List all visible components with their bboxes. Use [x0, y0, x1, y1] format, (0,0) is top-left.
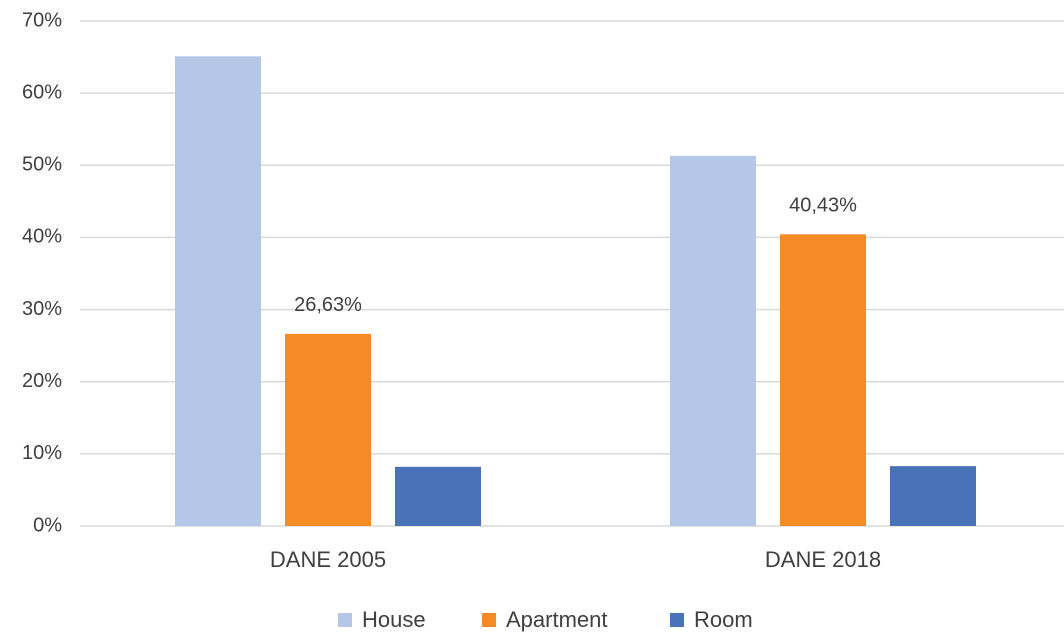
y-tick-label: 0%	[33, 514, 62, 536]
bar	[285, 333, 371, 526]
data-label: 26,63%	[294, 294, 362, 316]
y-tick-label: 50%	[22, 154, 62, 176]
y-tick-label: 10%	[22, 442, 62, 464]
legend-swatch	[670, 613, 684, 627]
data-label: 40,43%	[789, 195, 857, 217]
bar	[175, 56, 261, 526]
legend-label: House	[362, 607, 426, 632]
y-tick-label: 30%	[22, 298, 62, 320]
bar	[670, 155, 756, 526]
y-tick-label: 70%	[22, 9, 62, 31]
bar	[780, 234, 866, 527]
legend-label: Apartment	[506, 607, 608, 632]
y-tick-label: 40%	[22, 226, 62, 248]
legend-swatch	[338, 613, 352, 627]
legend-label: Room	[694, 607, 753, 632]
bar	[890, 466, 976, 526]
bar	[395, 466, 481, 526]
x-tick-label: DANE 2018	[765, 547, 881, 572]
y-tick-label: 20%	[22, 370, 62, 392]
y-tick-label: 60%	[22, 81, 62, 103]
legend-swatch	[482, 613, 496, 627]
x-tick-label: DANE 2005	[270, 547, 386, 572]
